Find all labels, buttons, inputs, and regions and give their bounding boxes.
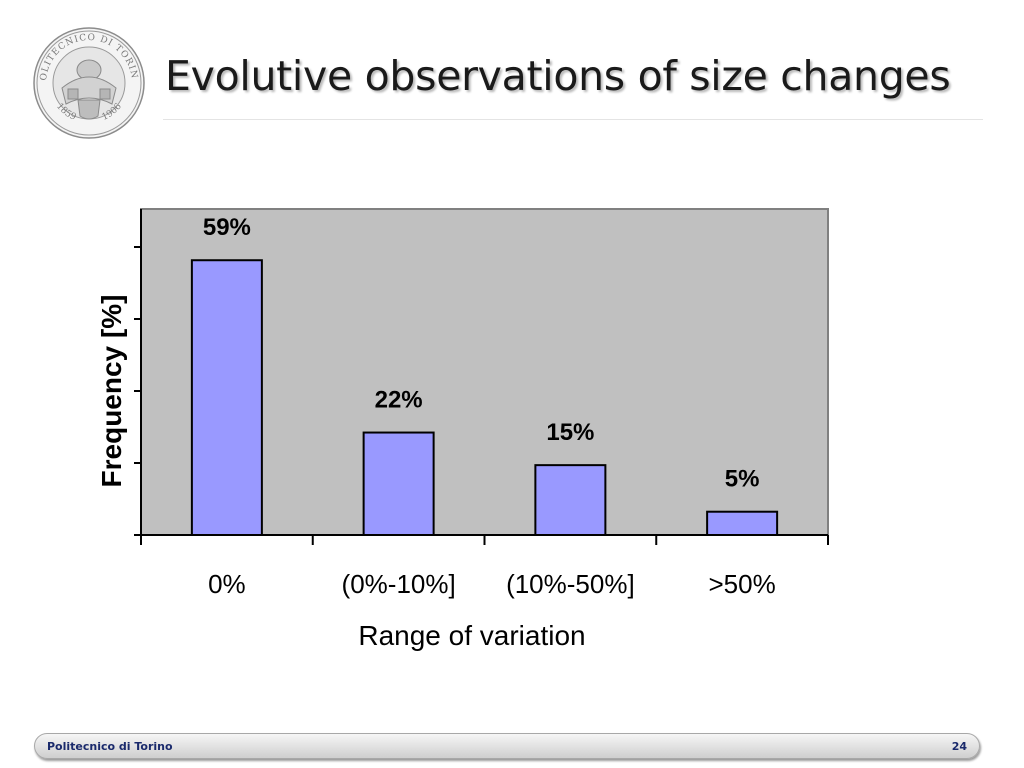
y-axis-label: Frequency [%] [96,295,127,488]
bar [190,259,263,536]
x-axis-label: Range of variation [358,620,585,651]
slide-title: Evolutive observations of size changes [165,52,951,100]
footer-org: Politecnico di Torino [47,740,173,753]
data-label: 59% [203,214,251,241]
data-label: 22% [375,387,423,414]
x-tick-label: 0% [208,569,246,599]
page-number: 24 [951,740,967,753]
data-label: 5% [725,466,760,493]
bar [362,431,435,536]
bar [534,464,607,536]
data-label: 15% [546,419,594,446]
footer-bar: Politecnico di Torino 24 [34,733,980,759]
x-tick-label: >50% [709,569,776,599]
x-tick-label: (10%-50%] [506,569,635,599]
title-divider [163,119,983,120]
bar [706,510,779,537]
politecnico-seal-logo: POLITECNICO DI TORINO 1859 1906 [32,26,145,139]
x-tick-label: (0%-10%] [342,569,456,599]
